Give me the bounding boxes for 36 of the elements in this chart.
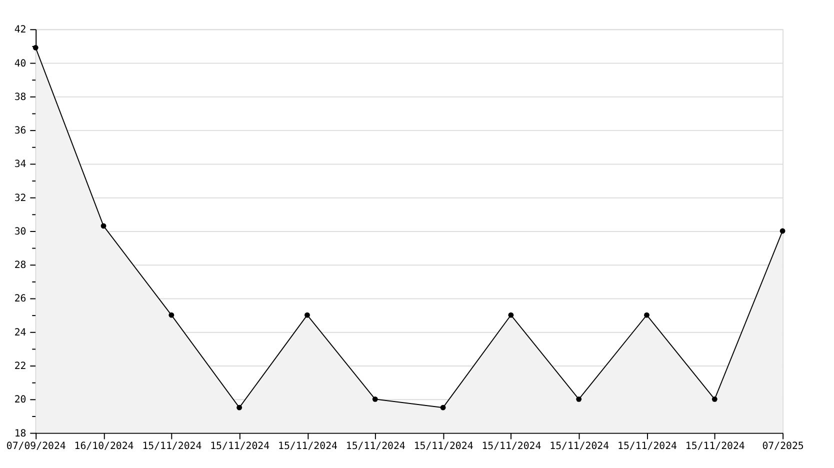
- point: [372, 396, 378, 402]
- y-tick-label: 28: [14, 260, 26, 272]
- x-tick-label: 15/11/2024: [618, 441, 678, 452]
- point: [644, 312, 650, 318]
- point: [304, 312, 310, 318]
- y-tick-label: 22: [14, 360, 26, 372]
- point: [440, 404, 446, 410]
- x-tick-label: 15/11/2024: [414, 441, 474, 452]
- x-tick-label: 07/09/2024: [6, 441, 66, 452]
- point: [576, 396, 582, 402]
- y-tick-label: 24: [14, 327, 26, 338]
- x-tick-label: 15/11/2024: [346, 441, 406, 452]
- y-tick-label: 38: [14, 92, 26, 103]
- point: [712, 396, 718, 402]
- point: [100, 223, 106, 229]
- y-tick-label: 42: [14, 24, 26, 36]
- x-tick-label: 15/11/2024: [142, 441, 202, 452]
- y-tick-label: 40: [14, 58, 26, 70]
- x-tick-label: 07/2025: [762, 441, 804, 452]
- point: [236, 404, 242, 410]
- x-tick-label: 15/11/2024: [210, 441, 270, 452]
- y-tick-label: 18: [14, 428, 26, 440]
- x-tick-label: 15/11/2024: [685, 441, 745, 452]
- y-tick-label: 20: [14, 394, 26, 406]
- y-tick-label: 34: [14, 159, 26, 170]
- y-tick-label: 36: [14, 126, 26, 137]
- point: [168, 312, 174, 318]
- point: [508, 312, 514, 318]
- y-tick-label: 26: [14, 294, 26, 305]
- x-tick-label: 16/10/2024: [74, 441, 134, 452]
- x-tick-label: 15/11/2024: [550, 441, 610, 452]
- x-tick-label: 15/11/2024: [278, 441, 338, 452]
- y-tick-label: 30: [14, 226, 26, 238]
- y-tick-label: 32: [14, 192, 26, 204]
- point: [780, 228, 786, 234]
- x-tick-label: 15/11/2024: [482, 441, 542, 452]
